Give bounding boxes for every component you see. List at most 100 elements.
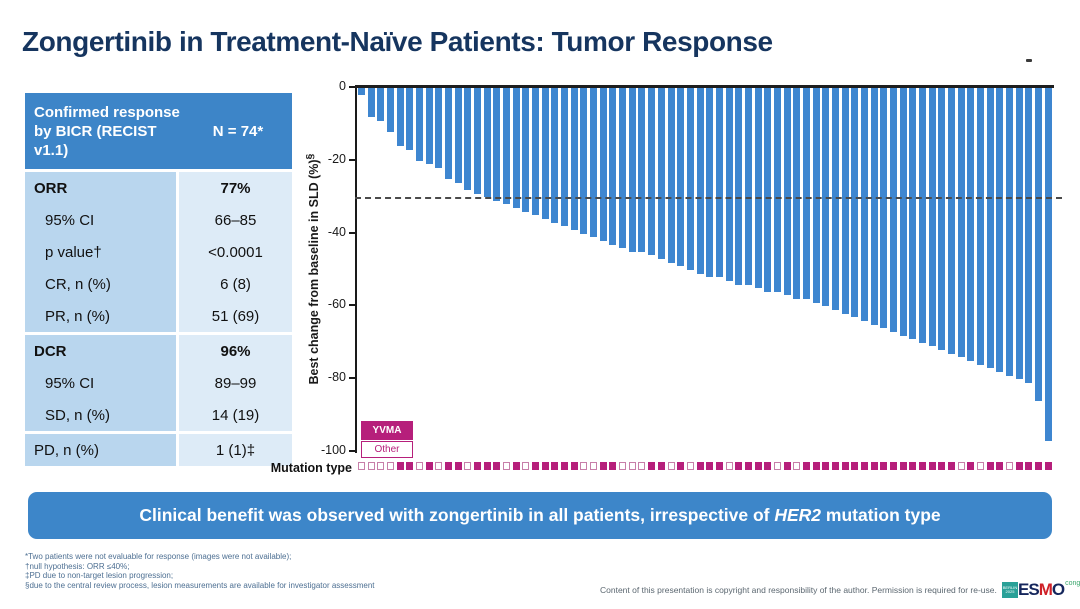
mutation-square [474, 462, 482, 470]
table-row: SD, n (%) 14 (19) [25, 399, 292, 431]
mutation-square [416, 462, 424, 470]
waterfall-bar [1035, 88, 1043, 402]
waterfall-bar [483, 88, 491, 198]
waterfall-bar [812, 88, 820, 303]
y-tick-label: -100 [320, 443, 346, 457]
mutation-square [754, 462, 762, 470]
mutation-square [957, 462, 965, 470]
mutation-square [967, 462, 975, 470]
mutation-square [445, 462, 453, 470]
mutation-square [889, 462, 897, 470]
mutation-square [735, 462, 743, 470]
waterfall-bar [628, 88, 636, 252]
mutation-square [812, 462, 820, 470]
y-tick-mark [349, 377, 356, 380]
y-tick-mark [349, 450, 356, 452]
row-label: ORR [25, 172, 176, 204]
y-axis: 0 -20 -40 -60 -80 -100 [300, 79, 356, 457]
footnote-line: †null hypothesis: ORR ≤40%; [25, 561, 130, 571]
mutation-square [628, 462, 636, 470]
waterfall-bar [986, 88, 994, 369]
mutation-square [532, 462, 540, 470]
waterfall-bar [967, 88, 975, 361]
row-label: SD, n (%) [25, 399, 176, 431]
waterfall-bar [1015, 88, 1023, 380]
mutation-square [638, 462, 646, 470]
y-tick-mark [349, 231, 356, 234]
waterfall-bar [396, 88, 404, 147]
zero-baseline [355, 85, 1054, 88]
waterfall-bar [435, 88, 443, 169]
row-value: 77% [179, 172, 292, 204]
waterfall-bar [1044, 88, 1052, 442]
y-tick-mark [349, 158, 356, 161]
waterfall-bar [909, 88, 917, 340]
mutation-square [1025, 462, 1033, 470]
mutation-square [793, 462, 801, 470]
banner-text: mutation type [821, 505, 941, 525]
waterfall-bar [648, 88, 656, 256]
row-value: 66–85 [179, 204, 292, 236]
table-row: DCR 96% [25, 332, 292, 367]
mutation-square [580, 462, 588, 470]
table-row: PD, n (%) 1 (1)‡ [25, 431, 292, 466]
waterfall-bar [657, 88, 665, 260]
mutation-square [464, 462, 472, 470]
footnotes: *Two patients were not evaluable for res… [25, 552, 375, 590]
waterfall-bar [928, 88, 936, 347]
mutation-square [860, 462, 868, 470]
mutation-square [996, 462, 1004, 470]
waterfall-bar [387, 88, 395, 132]
waterfall-bar [899, 88, 907, 336]
row-value: 96% [179, 335, 292, 367]
waterfall-bar [735, 88, 743, 285]
waterfall-bar [870, 88, 878, 325]
waterfall-bar [541, 88, 549, 220]
mutation-square [1044, 462, 1052, 470]
mutation-square [686, 462, 694, 470]
mutation-square [918, 462, 926, 470]
mutation-square [493, 462, 501, 470]
waterfall-bar [503, 88, 511, 205]
table-row: 95% CI 89–99 [25, 367, 292, 399]
esmo-congress-text: congress [1065, 580, 1080, 587]
table-header-label: Confirmed response by BICR (RECIST v1.1) [34, 103, 180, 159]
mutation-square [609, 462, 617, 470]
mutation-square [725, 462, 733, 470]
esmo-badge: BERLIN 2025 [1002, 582, 1018, 598]
y-tick-label: 0 [339, 79, 346, 93]
mutation-square [715, 462, 723, 470]
mutation-square [706, 462, 714, 470]
waterfall-bar [947, 88, 955, 354]
mutation-square [909, 462, 917, 470]
waterfall-bar [696, 88, 704, 274]
waterfall-bar [860, 88, 868, 321]
row-label: 95% CI [25, 367, 176, 399]
mutation-square [744, 462, 752, 470]
mutation-square [938, 462, 946, 470]
mutation-square [590, 462, 598, 470]
mutation-square [512, 462, 520, 470]
mutation-square [561, 462, 569, 470]
row-value: 89–99 [179, 367, 292, 399]
waterfall-bar [744, 88, 752, 285]
copyright-notice: Content of this presentation is copyrigh… [600, 585, 997, 595]
mutation-square [1006, 462, 1014, 470]
waterfall-bar [464, 88, 472, 190]
y-tick-label: -20 [327, 151, 346, 166]
waterfall-bar [445, 88, 453, 179]
mutation-square [822, 462, 830, 470]
mutation-square [928, 462, 936, 470]
waterfall-bar [677, 88, 685, 267]
table-row: CR, n (%) 6 (8) [25, 268, 292, 300]
mutation-square [387, 462, 395, 470]
waterfall-bar [609, 88, 617, 245]
row-value: 6 (8) [179, 268, 292, 300]
table-row: ORR 77% [25, 172, 292, 204]
response-summary-table: Confirmed response by BICR (RECIST v1.1)… [25, 93, 292, 466]
mutation-square [986, 462, 994, 470]
waterfall-bar [889, 88, 897, 332]
table-header-row: Confirmed response by BICR (RECIST v1.1)… [25, 93, 292, 169]
footnote-line: *Two patients were not evaluable for res… [25, 552, 292, 561]
esmo-letters: O [1051, 580, 1065, 599]
